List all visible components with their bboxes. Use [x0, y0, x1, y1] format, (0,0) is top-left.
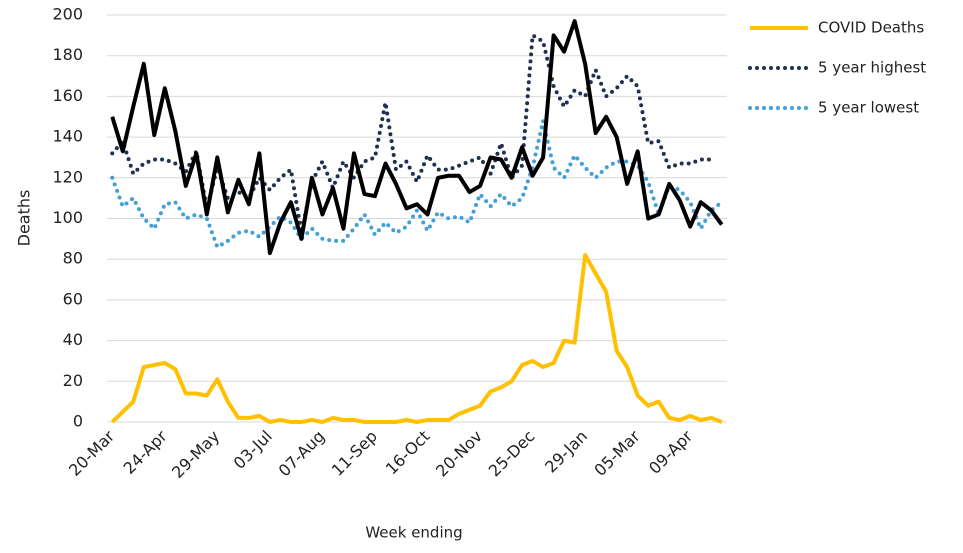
- y-tick-label: 180: [52, 45, 83, 64]
- y-tick-label: 40: [63, 330, 83, 349]
- legend-label: 5 year lowest: [818, 99, 919, 117]
- x-axis-title: Week ending: [365, 524, 462, 542]
- x-tick-label: 20-Mar: [65, 426, 119, 480]
- x-tick-label: 25-Dec: [485, 427, 539, 481]
- legend-label: COVID Deaths: [818, 19, 924, 37]
- y-tick-label: 100: [52, 208, 83, 227]
- y-tick-label: 160: [52, 86, 83, 105]
- y-tick-label: 20: [63, 371, 83, 390]
- y-tick-label: 120: [52, 167, 83, 186]
- x-tick-label: 24-Apr: [120, 426, 172, 478]
- x-tick-label: 05-Mar: [590, 426, 644, 480]
- x-tick-label: 29-May: [168, 427, 223, 482]
- x-tick-label: 16-Oct: [382, 427, 434, 479]
- x-tick-label: 09-Apr: [645, 426, 697, 478]
- x-tick-label: 07-Aug: [275, 427, 329, 481]
- y-tick-label: 0: [73, 412, 83, 431]
- y-tick-label: 200: [52, 5, 83, 24]
- series-line: [110, 32, 714, 234]
- series-line: [110, 19, 724, 256]
- y-axis-title: Deaths: [15, 190, 34, 247]
- x-tick-label: 03-Jul: [230, 427, 276, 473]
- series-line: [110, 253, 723, 424]
- y-tick-label: 80: [63, 249, 83, 268]
- x-tick-label: 29-Jan: [541, 427, 591, 477]
- y-tick-label: 60: [63, 289, 83, 308]
- y-tick-label: 140: [52, 127, 83, 146]
- legend-label: 5 year highest: [818, 59, 926, 77]
- x-tick-label: 11-Sep: [328, 427, 381, 480]
- x-tick-label: 20-Nov: [432, 427, 486, 481]
